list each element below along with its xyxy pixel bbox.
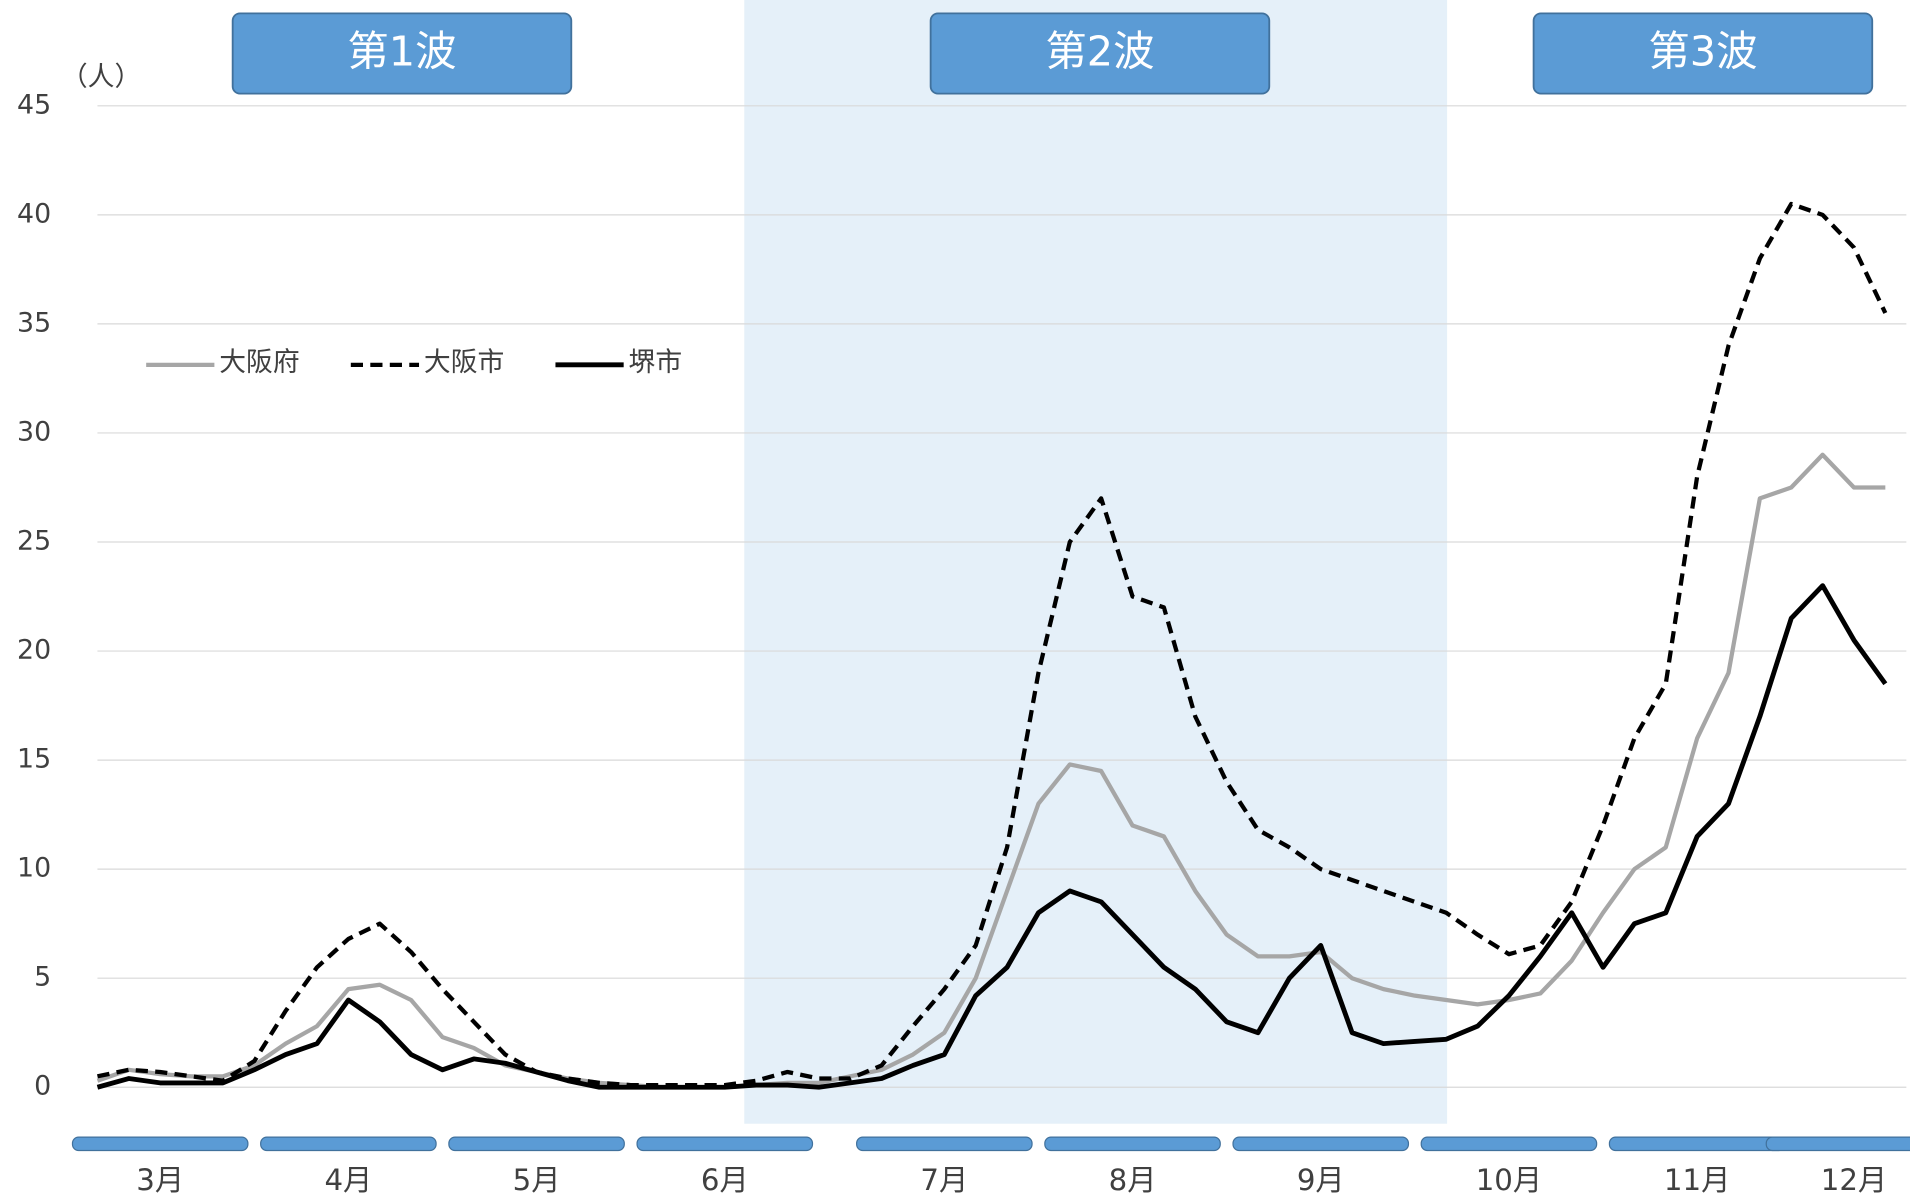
wave-label: 第3波 (1648, 28, 1757, 76)
legend: 大阪府 大阪市 堺市 (146, 347, 682, 378)
x-tick-label: 9月 (1297, 1163, 1345, 1197)
y-tick-label: 0 (34, 1071, 51, 1102)
series-line (96, 583, 1888, 1090)
wave-label: 第1波 (347, 28, 456, 76)
wave-2-shade (744, 0, 1448, 1124)
month-band (1608, 1136, 1786, 1152)
legend-label: 堺市 (629, 347, 683, 378)
y-axis-label: （人） (61, 61, 141, 92)
series-line (97, 201, 1888, 1088)
month-band (260, 1136, 437, 1152)
lines (96, 201, 1888, 1090)
month-band (1044, 1136, 1221, 1152)
x-tick-label: 12月 (1821, 1163, 1887, 1197)
y-tick-label: 45 (17, 89, 51, 120)
legend-label: 大阪府 (219, 347, 299, 378)
wave-box (929, 12, 1271, 95)
x-tick-label: 10月 (1476, 1163, 1542, 1197)
wave-labels: 第1波 第2波 第3波 (231, 12, 1874, 95)
month-axis: 3月 4月 5月 6月 7月 8月 9月 10月 11月 12月 (71, 1136, 1910, 1197)
grid: 0 5 10 15 20 25 30 35 40 45 (17, 89, 1907, 1102)
y-tick-label: 15 (17, 744, 51, 775)
x-tick-label: 4月 (324, 1163, 372, 1197)
month-band (448, 1136, 625, 1152)
y-tick-label: 20 (17, 635, 51, 666)
month-band (1232, 1136, 1410, 1152)
x-tick-label: 8月 (1109, 1163, 1157, 1197)
x-tick-label: 11月 (1664, 1163, 1730, 1197)
wave-box (1532, 12, 1874, 95)
x-tick-label: 5月 (513, 1163, 561, 1197)
wave-box (231, 12, 573, 95)
y-tick-label: 35 (17, 307, 51, 338)
month-band (1420, 1136, 1598, 1152)
y-tick-label: 10 (17, 853, 51, 884)
y-tick-label: 40 (17, 198, 51, 229)
x-tick-label: 3月 (136, 1163, 184, 1197)
x-tick-label: 6月 (701, 1163, 749, 1197)
wave-label: 第2波 (1045, 28, 1154, 76)
y-tick-label: 25 (17, 526, 51, 557)
month-band (1765, 1136, 1910, 1152)
y-tick-label: 5 (34, 962, 51, 993)
y-tick-label: 30 (17, 416, 51, 447)
month-band (636, 1136, 814, 1152)
x-tick-label: 7月 (920, 1163, 968, 1197)
legend-label: 大阪市 (424, 347, 504, 378)
month-band (856, 1136, 1033, 1152)
month-band (71, 1136, 249, 1152)
